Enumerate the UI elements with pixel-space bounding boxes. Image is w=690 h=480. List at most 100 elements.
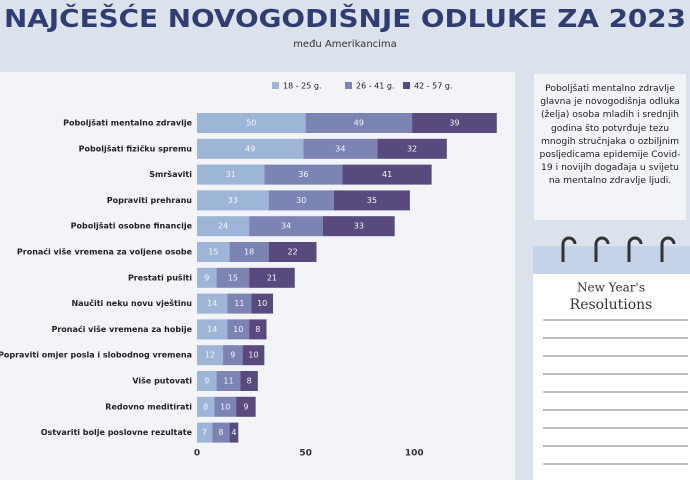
value-label: 10 — [257, 299, 267, 308]
bar-segment — [251, 293, 274, 314]
bar-segment — [212, 422, 230, 443]
value-label: 10 — [248, 351, 258, 360]
bar-segment — [197, 345, 224, 366]
bar-segment — [197, 396, 215, 417]
bar-segment — [236, 396, 256, 417]
bar-segment — [197, 190, 269, 211]
notepad-line: Resolutions — [570, 297, 653, 313]
legend-label: 42 - 57 g. — [414, 82, 453, 91]
bar-segment — [197, 319, 228, 340]
value-label: 8 — [255, 325, 260, 334]
legend-swatch — [345, 82, 352, 89]
category-label: Ostvariti bolje poslovne rezultate — [41, 428, 193, 437]
value-label: 4 — [231, 428, 236, 437]
bar-segment — [412, 113, 497, 133]
category-label: Poboljšati fizičku spremu — [79, 143, 193, 153]
value-label: 39 — [449, 119, 459, 128]
value-label: 36 — [298, 170, 308, 179]
category-label: Više putovati — [132, 376, 192, 386]
value-label: 9 — [243, 402, 248, 411]
bar-segment — [227, 293, 252, 314]
value-label: 35 — [367, 196, 377, 205]
value-label: 9 — [204, 273, 209, 282]
value-label: 8 — [203, 402, 208, 411]
category-label: Pronaći više vremena za voljene osobe — [17, 247, 193, 257]
value-label: 8 — [247, 377, 252, 386]
chart-title: NAJČEŠĆE NOVOGODIŠNJE ODLUKE ZA 2023 — [4, 3, 686, 33]
bar-segment — [264, 164, 343, 185]
value-label: 18 — [244, 248, 254, 257]
bar-segment — [342, 164, 432, 185]
value-label: 50 — [246, 119, 256, 128]
bar-segment — [333, 190, 410, 211]
bar-segment — [229, 242, 269, 262]
category-label: Popraviti omjer posla i slobodnog vremen… — [0, 351, 192, 360]
value-label: 10 — [220, 402, 230, 411]
value-label: 41 — [382, 170, 392, 179]
bar-segment — [240, 371, 258, 391]
value-label: 31 — [226, 170, 236, 179]
value-label: 22 — [287, 248, 297, 257]
category-label: Pronaći više vremena za hobije — [52, 324, 193, 334]
value-label: 11 — [234, 299, 244, 308]
category-label: Poboljšati mentalno zdravlje — [63, 118, 192, 128]
category-label: Poboljšati osobne financije — [71, 221, 193, 231]
value-label: 8 — [218, 428, 223, 437]
value-label: 15 — [228, 273, 238, 282]
bar-segment — [197, 113, 306, 133]
value-label: 14 — [207, 299, 217, 308]
value-label: 33 — [228, 196, 238, 205]
bar-segment — [229, 422, 239, 443]
category-label: Popraviti prehranu — [107, 196, 193, 205]
bar-segment — [303, 138, 378, 159]
category-label: Naučiti neku novu vještinu — [71, 298, 192, 308]
value-label: 34 — [335, 144, 345, 153]
value-label: 49 — [245, 144, 255, 153]
bar-segment — [242, 345, 265, 366]
category-label: Prestati pušiti — [128, 272, 192, 282]
bar-segment — [268, 242, 317, 262]
value-label: 15 — [208, 248, 218, 257]
bar-segment — [197, 138, 304, 159]
bar-segment — [214, 396, 237, 417]
value-label: 32 — [407, 144, 417, 153]
x-tick-label: 100 — [405, 449, 424, 459]
bar-segment — [268, 190, 334, 211]
value-label: 34 — [281, 222, 291, 231]
legend-label: 18 - 25 g. — [283, 82, 322, 91]
value-label: 10 — [233, 325, 243, 334]
value-label: 14 — [207, 325, 217, 334]
value-label: 33 — [354, 222, 364, 231]
x-tick-label: 50 — [299, 449, 312, 459]
value-label: 49 — [354, 119, 364, 128]
value-label: 11 — [223, 377, 233, 386]
value-label: 12 — [205, 351, 215, 360]
bar-segment — [197, 242, 230, 262]
bar-segment — [197, 267, 217, 288]
value-label: 9 — [204, 377, 209, 386]
category-label: Smršaviti — [149, 169, 192, 179]
bar-segment — [249, 319, 267, 340]
value-label: 30 — [296, 196, 306, 205]
side-note: Poboljšati mentalno zdravlje glavna je n… — [534, 74, 686, 220]
x-tick-label: 0 — [194, 449, 200, 459]
value-label: 7 — [202, 428, 207, 437]
bar-segment — [197, 164, 265, 185]
bar-segment — [216, 371, 241, 391]
bar-segment — [197, 216, 250, 237]
notepad-line: New Year's — [577, 281, 645, 295]
value-label: 9 — [230, 351, 235, 360]
bar-segment — [197, 422, 213, 443]
legend-swatch — [403, 82, 410, 89]
bar-segment — [249, 267, 295, 288]
chart-subtitle: među Amerikancima — [293, 39, 397, 50]
category-label: Redovno meditirati — [105, 402, 192, 411]
bar-segment — [323, 216, 395, 237]
bar-segment — [377, 138, 447, 159]
bar-segment — [305, 113, 413, 133]
value-label: 21 — [267, 273, 277, 282]
notepad: New Year's Resolutions — [533, 236, 690, 480]
value-label: 24 — [218, 222, 228, 231]
